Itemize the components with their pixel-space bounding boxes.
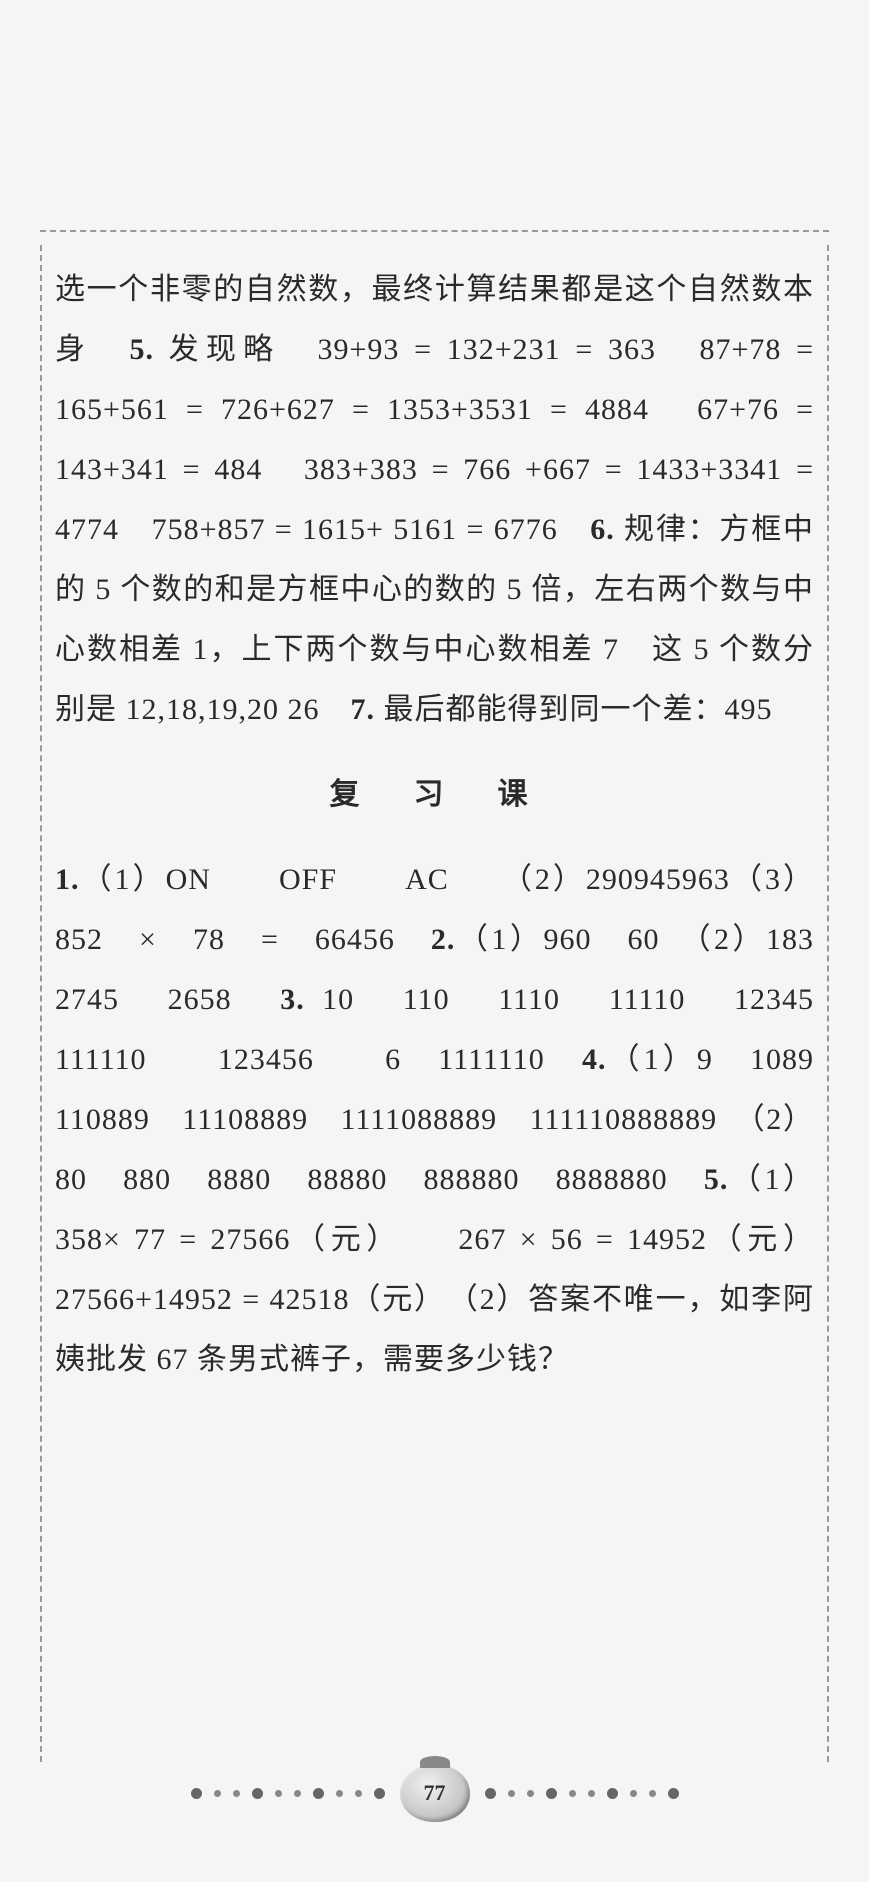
dot-icon bbox=[649, 1790, 656, 1797]
dot-icon bbox=[588, 1790, 595, 1797]
dots-right bbox=[470, 1788, 694, 1799]
item-number-5: 5. bbox=[129, 333, 154, 366]
text-segment: 最后都能得到同一个差：495 bbox=[375, 693, 773, 726]
item-number-2: 2. bbox=[431, 923, 456, 956]
page-number-badge: 77 bbox=[400, 1764, 470, 1822]
item-number-5b: 5. bbox=[704, 1163, 729, 1196]
item-number-1: 1. bbox=[55, 863, 80, 896]
dot-icon bbox=[508, 1790, 515, 1797]
dot-icon bbox=[252, 1788, 263, 1799]
upper-paragraph: 选一个非零的自然数，最终计算结果都是这个自然数本身 5. 发现略 39+93 =… bbox=[55, 260, 814, 740]
dot-icon bbox=[607, 1788, 618, 1799]
dot-icon bbox=[374, 1788, 385, 1799]
dot-icon bbox=[191, 1788, 202, 1799]
item-number-3: 3. bbox=[280, 983, 305, 1016]
dots-left bbox=[176, 1788, 400, 1799]
item-number-7: 7. bbox=[351, 693, 376, 726]
dot-icon bbox=[275, 1790, 282, 1797]
page-number: 77 bbox=[424, 1780, 446, 1806]
lower-paragraph: 1.（1）ON OFF AC （2）290945963（3）852 × 78 =… bbox=[55, 850, 814, 1390]
dot-icon bbox=[668, 1788, 679, 1799]
dot-icon bbox=[485, 1788, 496, 1799]
page-footer: 77 bbox=[0, 1764, 869, 1822]
dot-icon bbox=[233, 1790, 240, 1797]
item-number-6: 6. bbox=[590, 513, 615, 546]
item-number-4: 4. bbox=[582, 1043, 607, 1076]
dot-icon bbox=[630, 1790, 637, 1797]
dot-icon bbox=[527, 1790, 534, 1797]
page-content: 选一个非零的自然数，最终计算结果都是这个自然数本身 5. 发现略 39+93 =… bbox=[0, 0, 869, 1514]
dot-icon bbox=[355, 1790, 362, 1797]
dot-icon bbox=[313, 1788, 324, 1799]
dot-icon bbox=[294, 1790, 301, 1797]
section-title: 复 习 课 bbox=[55, 765, 814, 825]
dot-icon bbox=[569, 1790, 576, 1797]
text-content: 选一个非零的自然数，最终计算结果都是这个自然数本身 5. 发现略 39+93 =… bbox=[55, 260, 814, 1390]
dot-icon bbox=[546, 1788, 557, 1799]
dot-icon bbox=[336, 1790, 343, 1797]
dot-icon bbox=[214, 1790, 221, 1797]
